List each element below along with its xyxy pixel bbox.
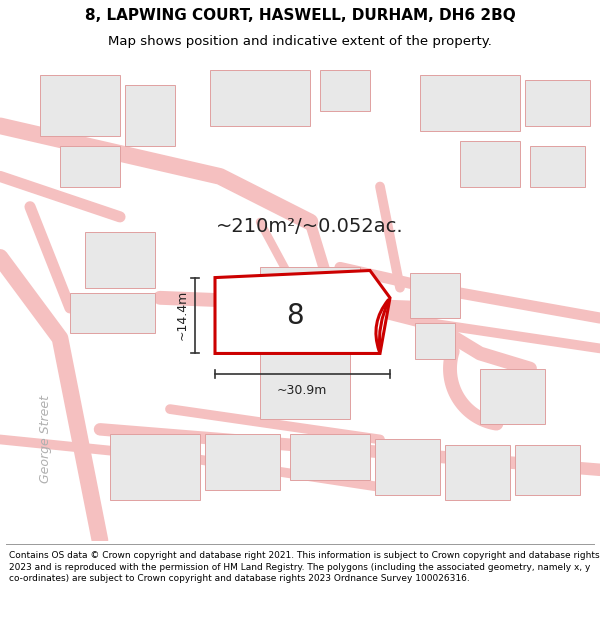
Polygon shape [530,146,585,186]
Polygon shape [60,146,120,186]
Polygon shape [85,232,155,288]
Polygon shape [515,444,580,495]
Text: ~30.9m: ~30.9m [277,384,327,397]
Polygon shape [260,268,360,348]
Polygon shape [375,439,440,495]
Polygon shape [480,369,545,424]
Polygon shape [125,86,175,146]
Polygon shape [320,70,370,111]
Polygon shape [460,141,520,186]
Polygon shape [445,444,510,500]
Polygon shape [110,434,200,500]
Text: 8, LAPWING COURT, HASWELL, DURHAM, DH6 2BQ: 8, LAPWING COURT, HASWELL, DURHAM, DH6 2… [85,8,515,23]
Text: Contains OS data © Crown copyright and database right 2021. This information is : Contains OS data © Crown copyright and d… [9,551,599,583]
Polygon shape [40,75,120,136]
Polygon shape [525,80,590,126]
Polygon shape [210,70,310,126]
Text: Map shows position and indicative extent of the property.: Map shows position and indicative extent… [108,35,492,48]
Text: ~14.4m: ~14.4m [176,290,189,340]
Polygon shape [420,75,520,131]
Polygon shape [70,292,155,333]
Text: George Street: George Street [38,396,52,484]
Text: 8: 8 [286,302,304,330]
Polygon shape [415,323,455,359]
Text: ~210m²/~0.052ac.: ~210m²/~0.052ac. [216,217,404,236]
Polygon shape [290,434,370,480]
Polygon shape [260,354,350,419]
Polygon shape [410,272,460,318]
Polygon shape [205,434,280,490]
Polygon shape [215,271,390,354]
